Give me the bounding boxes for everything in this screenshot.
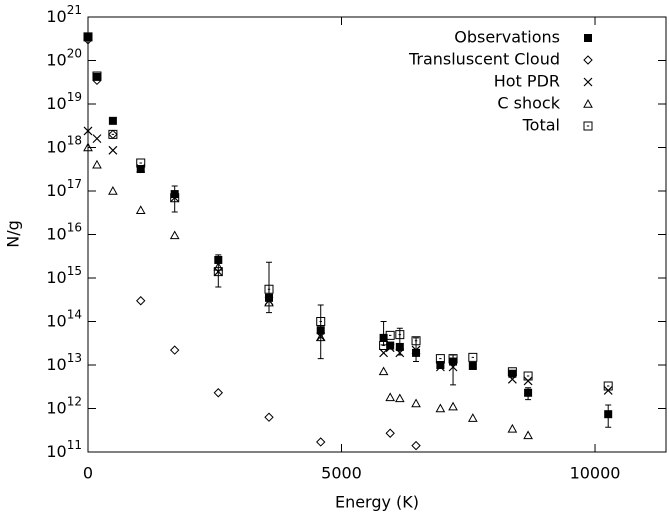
plot-frame: [87, 16, 667, 453]
y-tick-label: 1013: [46, 351, 82, 374]
marker-open-square: [316, 317, 326, 326]
marker-cross: [603, 386, 613, 395]
marker-open-square: [385, 330, 395, 340]
marker-triangle: [108, 185, 118, 195]
marker-open-square: [435, 354, 445, 364]
marker-triangle: [83, 142, 93, 152]
y-tick-label: 1014: [46, 307, 82, 330]
marker-open-square: [507, 367, 517, 377]
marker-open-square: [92, 71, 102, 81]
marker-filled-square: [108, 116, 117, 125]
marker-triangle: [315, 332, 326, 342]
marker-open-square: [213, 267, 223, 277]
marker-triangle: [135, 205, 146, 215]
marker-cross: [435, 362, 445, 372]
marker-open-square: [468, 352, 478, 362]
marker-diamond: [264, 412, 274, 422]
x-tick-label: 10000: [570, 464, 621, 483]
marker-triangle: [213, 261, 224, 271]
marker-filled-square: [436, 361, 445, 369]
marker-cross: [583, 77, 593, 87]
marker-triangle: [411, 398, 421, 408]
legend-label: C shock: [497, 94, 560, 113]
marker-diamond: [316, 437, 326, 447]
marker-open-square: [136, 158, 146, 168]
marker-filled-square: [316, 326, 325, 335]
marker-triangle: [523, 430, 533, 440]
marker-cross: [136, 164, 146, 173]
marker-triangle: [385, 392, 396, 402]
y-tick-label: 1020: [46, 46, 82, 69]
marker-diamond: [385, 428, 395, 438]
y-tick-label: 1015: [46, 264, 82, 287]
marker-open-square: [83, 32, 93, 42]
marker-triangle: [583, 98, 593, 108]
marker-cross: [507, 374, 517, 384]
error-bar: [266, 261, 273, 314]
marker-diamond: [136, 296, 146, 306]
marker-cross: [379, 348, 389, 358]
marker-triangle: [507, 423, 518, 433]
y-tick-label: 1018: [46, 133, 82, 156]
y-axis-label: N/g: [4, 220, 23, 248]
marker-triangle: [435, 403, 446, 413]
marker-filled-square: [395, 342, 404, 351]
x-tick-label: 0: [83, 464, 93, 483]
marker-filled-square: [379, 333, 388, 342]
marker-triangle: [264, 297, 274, 307]
marker-open-square: [379, 341, 389, 351]
marker-open-square: [108, 129, 118, 139]
marker-cross: [108, 145, 118, 155]
marker-cross: [448, 362, 458, 372]
marker-triangle: [467, 413, 478, 422]
marker-diamond: [83, 35, 93, 45]
marker-diamond: [583, 55, 593, 65]
legend-label: Observations: [454, 28, 560, 47]
marker-cross: [411, 345, 421, 355]
marker-cross: [83, 126, 93, 136]
marker-cross: [395, 348, 405, 358]
marker-open-square: [395, 330, 405, 340]
x-tick-label: 5000: [321, 464, 362, 483]
marker-triangle: [92, 159, 102, 169]
marker-filled-square: [524, 388, 533, 397]
marker-filled-square: [386, 341, 395, 350]
marker-open-square: [603, 381, 613, 391]
marker-diamond: [213, 388, 224, 398]
marker-triangle: [169, 230, 180, 240]
marker-open-square: [448, 354, 458, 364]
marker-filled-square: [412, 348, 421, 357]
y-tick-label: 1019: [46, 90, 82, 113]
marker-open-square: [523, 371, 533, 381]
marker-filled-square: [584, 34, 592, 42]
legend-label: Hot PDR: [494, 72, 560, 91]
y-tick-label: 1021: [46, 3, 82, 26]
marker-diamond: [411, 440, 421, 451]
marker-open-square: [411, 336, 421, 346]
y-tick-label: 1016: [46, 220, 82, 243]
marker-filled-square: [604, 410, 613, 419]
legend-label: Total: [522, 116, 560, 135]
marker-open-square: [583, 121, 593, 131]
marker-diamond: [169, 345, 180, 355]
legend-label: Transluscent Cloud: [408, 50, 560, 69]
marker-open-square: [264, 284, 274, 294]
marker-cross: [523, 376, 533, 386]
marker-triangle: [378, 366, 389, 376]
marker-triangle: [448, 401, 458, 411]
marker-diamond: [92, 75, 102, 86]
y-tick-label: 1012: [46, 394, 82, 417]
marker-cross: [92, 134, 102, 144]
y-tick-label: 1017: [46, 177, 82, 200]
marker-filled-square: [508, 369, 517, 378]
marker-filled-square: [468, 361, 477, 370]
y-tick-label: 1011: [46, 438, 82, 461]
marker-open-square: [170, 193, 180, 203]
marker-filled-square: [214, 255, 223, 264]
x-axis-label: Energy (K): [335, 493, 419, 512]
marker-triangle: [394, 393, 405, 403]
marker-filled-square: [449, 357, 458, 366]
